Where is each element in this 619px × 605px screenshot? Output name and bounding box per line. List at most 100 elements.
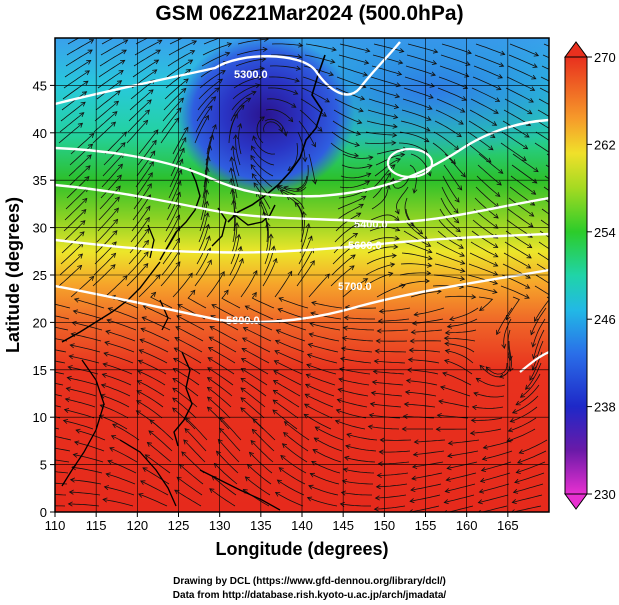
streamline-arrow	[530, 330, 535, 336]
streamline-arrow	[189, 50, 196, 55]
streamline-arrow	[294, 201, 300, 207]
streamline	[440, 386, 471, 397]
streamline-arrow	[518, 449, 524, 454]
streamline	[500, 285, 530, 299]
streamline-arrow	[251, 90, 257, 96]
streamline-arrow	[364, 180, 371, 186]
streamline-arrow	[73, 440, 80, 446]
streamline	[345, 445, 377, 452]
streamline-arrow	[172, 397, 178, 403]
streamline-arrow	[460, 107, 466, 113]
streamline	[65, 187, 89, 210]
streamline	[134, 172, 153, 199]
streamline	[102, 153, 124, 177]
streamline-arrow	[101, 373, 107, 378]
streamline-arrow	[498, 62, 505, 67]
streamline-arrow	[265, 221, 271, 228]
streamline	[441, 43, 472, 54]
streamline-arrow	[111, 252, 117, 258]
streamline-arrow	[68, 354, 74, 360]
streamline	[228, 258, 244, 287]
streamline	[59, 253, 83, 276]
streamline-arrow	[425, 242, 432, 247]
streamline-arrow	[155, 49, 161, 55]
streamline	[101, 38, 114, 45]
streamline	[161, 249, 181, 276]
streamline-arrow	[110, 435, 117, 440]
streamline-arrow	[35, 492, 39, 496]
streamline-arrow	[274, 350, 280, 355]
streamline-arrow	[308, 332, 314, 338]
streamline	[396, 186, 409, 214]
streamline	[100, 39, 128, 56]
colorbar-tick-label: 254	[594, 225, 616, 240]
streamline-arrow	[354, 142, 361, 147]
streamline-arrow	[428, 94, 434, 99]
streamline-arrow	[172, 357, 179, 363]
streamline	[98, 196, 120, 221]
streamline-arrow	[149, 419, 155, 425]
streamline	[366, 120, 398, 128]
streamline-arrow	[314, 426, 320, 432]
streamline	[165, 203, 180, 232]
streamline-arrow	[558, 277, 563, 281]
y-tick-label: 0	[40, 505, 47, 520]
streamline-arrow	[231, 199, 237, 205]
streamline	[438, 400, 470, 408]
streamline-arrow	[560, 255, 565, 259]
streamline	[542, 197, 549, 203]
streamline-arrow	[207, 259, 212, 265]
streamline-arrow	[346, 432, 352, 438]
streamline-arrow	[410, 486, 416, 492]
streamline-arrow	[370, 390, 376, 396]
streamline	[250, 155, 274, 177]
streamline	[514, 472, 545, 483]
streamline-arrow	[438, 399, 444, 405]
streamline	[537, 109, 549, 117]
streamline-arrow	[245, 97, 252, 103]
streamline	[536, 263, 549, 273]
streamline-arrow	[240, 358, 247, 363]
streamline	[163, 88, 187, 111]
streamline	[160, 261, 181, 287]
streamline-arrow	[273, 370, 279, 375]
streamline	[448, 439, 480, 444]
streamline	[437, 87, 467, 101]
streamline	[68, 154, 92, 177]
streamline-arrow	[413, 311, 419, 317]
streamline-arrow	[118, 70, 124, 75]
streamline-arrow	[122, 275, 128, 281]
streamline	[334, 98, 364, 112]
streamline-arrow	[240, 368, 246, 373]
streamline	[337, 399, 368, 408]
streamline	[437, 414, 469, 419]
streamline	[340, 358, 372, 364]
streamline-arrow	[120, 142, 126, 148]
streamline-arrow	[339, 367, 345, 372]
contour-label-5800: 5800.0	[226, 315, 260, 327]
streamline-arrow	[110, 264, 116, 270]
streamline-arrow	[141, 316, 147, 322]
streamline-arrow	[404, 389, 411, 395]
streamline	[299, 109, 323, 132]
streamline-arrow	[342, 325, 348, 331]
streamline-arrow	[85, 165, 91, 171]
streamline	[96, 219, 118, 243]
streamline-arrow	[174, 337, 180, 342]
streamline	[341, 164, 373, 169]
streamline	[69, 143, 93, 166]
streamline	[308, 273, 330, 298]
streamline	[97, 70, 124, 89]
streamline	[534, 285, 549, 296]
streamline	[58, 265, 82, 287]
streamline	[478, 153, 504, 174]
streamline	[232, 146, 240, 177]
streamline-arrow	[490, 133, 496, 138]
streamline	[202, 167, 208, 199]
streamline-arrow	[534, 316, 539, 323]
x-tick-label: 160	[456, 518, 478, 533]
streamline	[55, 494, 67, 496]
streamline-arrow	[214, 87, 220, 93]
streamline	[370, 76, 401, 87]
y-tick-label: 40	[33, 126, 47, 141]
